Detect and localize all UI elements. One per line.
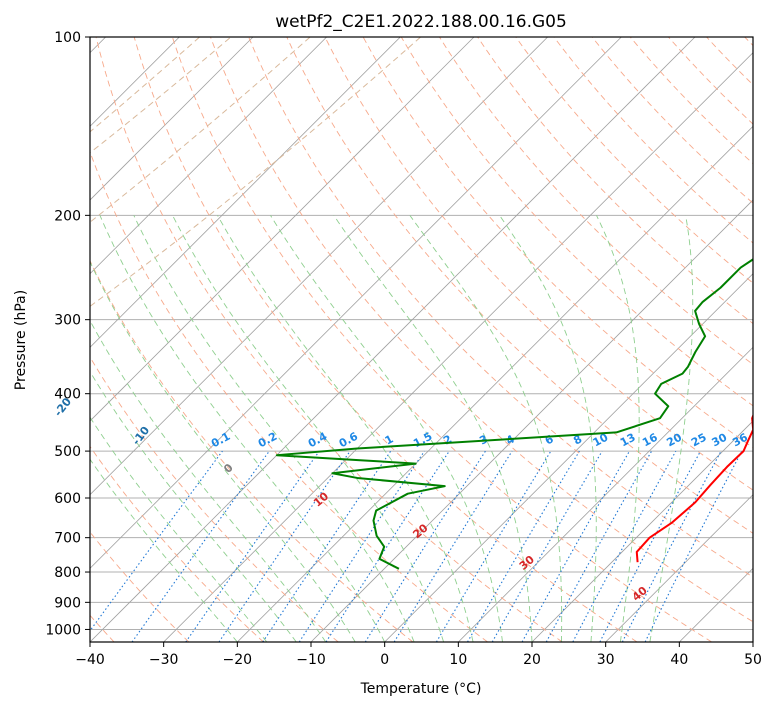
mixing-ratio-line (185, 450, 320, 642)
x-tick-label: 20 (523, 652, 541, 668)
isotherm-line (90, 37, 327, 275)
isotherm-line (90, 37, 622, 569)
x-axis-ticks: −40 −30 −20 −10 0 10 20 30 40 50 (75, 642, 762, 668)
y-axis-ticks: 1000 900 800 700 600 500 400 300 200 100 (45, 30, 90, 638)
mixing-ratio-line (545, 450, 653, 642)
y-tick-label: 500 (54, 444, 81, 460)
y-tick-label: 1000 (45, 622, 81, 638)
moist-adiabat-line (409, 215, 563, 642)
moist-adiabat-line (649, 215, 694, 642)
isotherm-line (90, 37, 254, 201)
dry-adiabat-line (210, 37, 753, 623)
y-tick-label: 700 (54, 531, 81, 547)
x-tick-label: 30 (597, 652, 615, 668)
dry-adiabat-line (90, 259, 414, 642)
mixing-ratio-line (90, 450, 223, 632)
mixing-ratio-label: 25 (689, 431, 709, 450)
dry-adiabat-line (324, 37, 753, 491)
temperature-profile-line (635, 413, 753, 563)
background-reference-lines (90, 37, 753, 642)
dry-adiabat-line (90, 356, 339, 642)
isotherm-line (90, 37, 696, 642)
y-tick-label: 600 (54, 491, 81, 507)
isotherm-line (605, 494, 753, 642)
isotherm-line (90, 37, 548, 496)
y-tick-label: 800 (54, 565, 81, 581)
mixing-ratio-line (572, 450, 677, 642)
mixing-ratio-label: 13 (618, 431, 638, 450)
mixing-ratio-line (393, 450, 513, 642)
mixing-ratio-line (325, 450, 450, 642)
x-tick-label: −10 (296, 652, 326, 668)
moist-adiabat-line (217, 215, 474, 642)
x-axis-label: Temperature (°C) (360, 681, 482, 697)
y-tick-label: 300 (54, 313, 81, 329)
isotherm-line (458, 346, 753, 642)
x-tick-label: −20 (223, 652, 253, 668)
isotherm-line (90, 37, 475, 422)
mixing-ratio-line (218, 450, 351, 642)
isotherm-line (384, 273, 753, 642)
moist-adiabat-line (333, 215, 533, 642)
chart-title: wetPf2_C2E1.2022.188.00.16.G05 (275, 12, 567, 32)
dewpoint-profile-line (275, 258, 753, 570)
sounding-profiles (275, 258, 753, 570)
y-tick-label: 900 (54, 595, 81, 611)
x-tick-label: −30 (149, 652, 179, 668)
y-tick-label: 100 (54, 30, 81, 46)
dry-adiabat-line (515, 37, 753, 284)
curved-reference-line (90, 37, 421, 307)
moist-adiabat-line (90, 416, 268, 642)
mixing-ratio-line (298, 450, 425, 642)
dry-adiabat-line (95, 37, 563, 642)
dry-adiabat-line (171, 37, 712, 642)
moist-adiabat-line (99, 215, 386, 642)
moist-adiabat-line (133, 215, 415, 642)
mixing-ratio-line (262, 450, 392, 642)
moist-adiabat-line (90, 458, 238, 642)
x-tick-label: 0 (380, 652, 389, 668)
moist-adiabat-line (172, 215, 445, 642)
plot-area (90, 37, 753, 642)
dry-adiabat-line (286, 37, 753, 534)
moist-adiabat-line (270, 215, 503, 642)
dry-adiabat-line (90, 445, 264, 642)
moist-adiabat-line (596, 215, 640, 642)
y-tick-label: 200 (54, 208, 81, 224)
mixing-ratio-label: 10 (591, 431, 611, 450)
y-axis-label: Pressure (hPa) (13, 290, 29, 390)
x-tick-label: 40 (670, 652, 688, 668)
isotherm-line (237, 125, 753, 642)
moist-adiabat-line (90, 319, 327, 642)
dry-adiabat-line (133, 37, 638, 642)
dry-adiabat-line (248, 37, 753, 578)
x-tick-label: 10 (449, 652, 467, 668)
isotherm-line (90, 37, 401, 348)
mixing-ratio-line (521, 450, 630, 642)
x-tick-label: −40 (75, 652, 105, 668)
isotherm-line (531, 420, 753, 642)
x-tick-label: 50 (744, 652, 762, 668)
y-tick-label: 400 (54, 387, 81, 403)
mixing-ratio-label: 20 (664, 431, 684, 450)
isotherm-line (163, 52, 753, 642)
mixing-ratio-line (644, 450, 743, 642)
mixing-ratio-label: 16 (640, 431, 660, 450)
plot-frame (89, 36, 754, 643)
mixing-ratio-line (131, 450, 270, 642)
moist-adiabat-line (90, 370, 297, 642)
mixing-ratio-label: 30 (710, 431, 730, 450)
moist-adiabat-line (90, 260, 356, 642)
